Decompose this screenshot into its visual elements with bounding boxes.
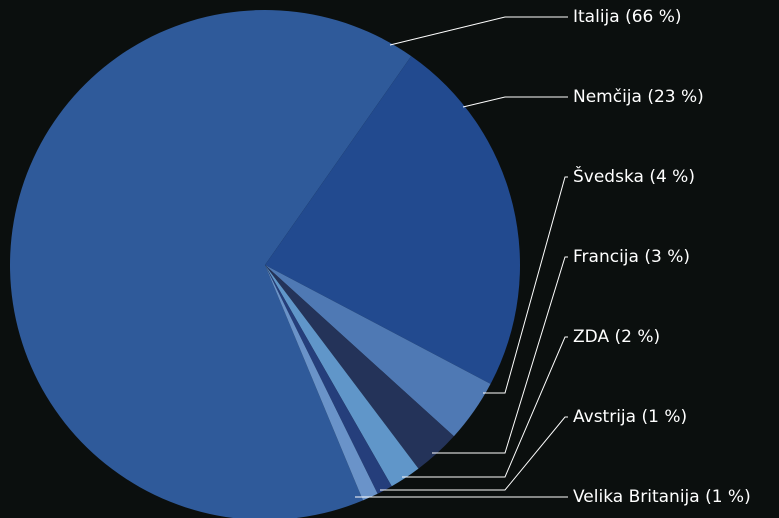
pie-slice [265,265,378,501]
leader-line [389,16,568,46]
leader-line [432,256,568,454]
slice-label: Italija (66 %) [573,7,682,27]
leader-line [380,416,568,491]
pie-slice [265,56,520,384]
slice-label: Švedska (4 %) [573,165,695,187]
leader-line [462,96,568,108]
slice-label: Nemčija (23 %) [573,87,704,107]
pie-slice [265,265,419,487]
slice-label: Francija (3 %) [573,247,690,267]
leader-line [402,336,568,478]
pie-slice [265,265,454,469]
pie-slice [265,265,392,494]
pie-slice [10,10,412,518]
slice-label: Velika Britanija (1 %) [573,487,751,507]
pie-slice [265,265,491,437]
slice-label: Avstrija (1 %) [573,407,687,427]
slice-label: ZDA (2 %) [573,327,660,347]
leader-line [483,176,568,394]
